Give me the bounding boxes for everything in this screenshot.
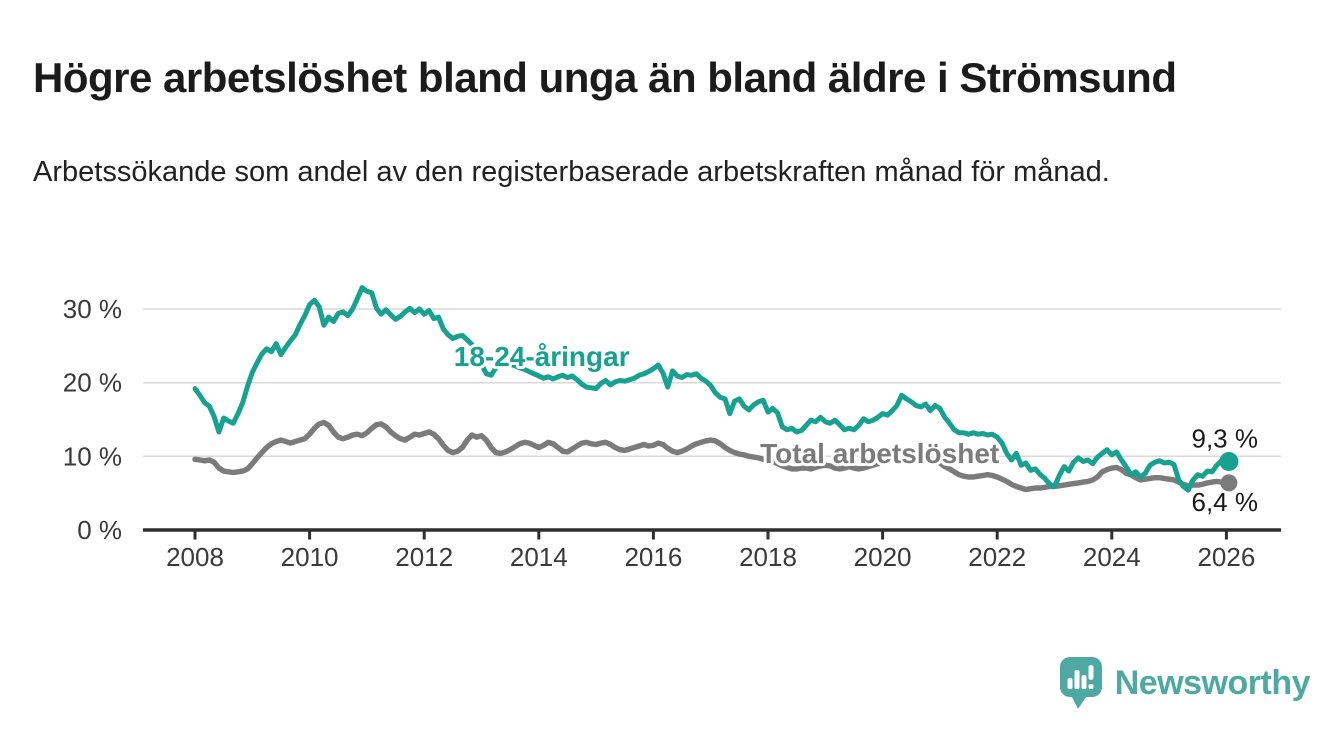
x-tick-label-2012: 2012 bbox=[395, 542, 453, 572]
x-tick-label-2022: 2022 bbox=[968, 542, 1026, 572]
x-tick-label-2018: 2018 bbox=[739, 542, 797, 572]
x-tick-label-2010: 2010 bbox=[281, 542, 339, 572]
series-label-youth: 18-24-åringar bbox=[454, 341, 630, 372]
x-tick-label-2014: 2014 bbox=[510, 542, 568, 572]
newsworthy-brand: Newsworthy bbox=[1059, 656, 1311, 710]
x-tick-label-2020: 2020 bbox=[854, 542, 912, 572]
end-dot-youth bbox=[1219, 452, 1239, 471]
y-tick-label-10: 10 % bbox=[63, 441, 122, 471]
x-tick-label-2008: 2008 bbox=[166, 542, 224, 572]
end-value-label-total: 6,4 % bbox=[1192, 487, 1259, 517]
y-tick-label-0: 0 % bbox=[77, 515, 122, 545]
chart-subtitle: Arbetssökande som andel av den registerb… bbox=[33, 156, 1110, 188]
page-title: Högre arbetslöshet bland unga än bland ä… bbox=[33, 54, 1177, 102]
series-label-total: Total arbetslöshet bbox=[760, 438, 999, 469]
x-tick-label-2016: 2016 bbox=[624, 542, 682, 572]
newsworthy-wordmark: Newsworthy bbox=[1114, 663, 1311, 702]
newsworthy-logo-icon bbox=[1059, 657, 1102, 709]
y-tick-label-20: 20 % bbox=[63, 368, 122, 398]
end-value-label-youth: 9,3 % bbox=[1192, 424, 1259, 454]
end-dot-total bbox=[1220, 474, 1238, 492]
y-tick-label-30: 30 % bbox=[63, 294, 122, 324]
series-line-youth bbox=[192, 285, 1229, 493]
x-tick-label-2026: 2026 bbox=[1197, 542, 1255, 572]
x-tick-label-2024: 2024 bbox=[1083, 542, 1141, 572]
